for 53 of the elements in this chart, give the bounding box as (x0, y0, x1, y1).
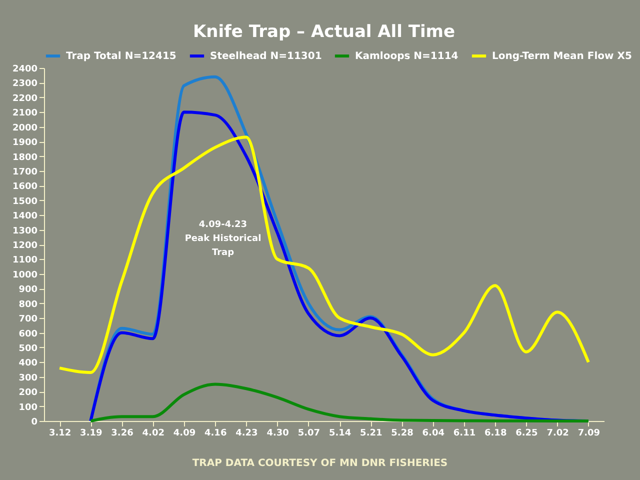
y-tick-label: 0 (31, 418, 38, 428)
x-tick-label: 6.11 (453, 428, 476, 438)
x-tick-label: 6.18 (484, 428, 507, 438)
y-tick-label: 600 (18, 329, 38, 340)
annotation: Peak Historical Trap (184, 233, 262, 260)
line-series (89, 382, 590, 422)
y-tick-label: 1500 (12, 196, 38, 207)
legend-label: Kamloops N=1114 (355, 51, 458, 62)
y-tick-label: 400 (18, 358, 38, 369)
y-tick-label: 800 (18, 300, 38, 310)
annotation: 4.09-4.23 (198, 219, 248, 232)
legend-label: Steelhead N=11301 (210, 51, 322, 62)
y-tick-label: 500 (18, 344, 38, 354)
x-tick-label: 5.14 (328, 428, 352, 438)
y-tick-label: 2200 (12, 94, 38, 104)
x-tick-label: 5.28 (391, 428, 414, 438)
y-tick-label: 300 (18, 373, 38, 384)
y-tick-label: 1900 (12, 138, 38, 148)
x-tick-label: 5.07 (298, 428, 320, 438)
x-tick-label: 3.26 (111, 428, 134, 438)
x-tick-label: 4.23 (236, 428, 258, 438)
chart-title: Knife Trap – Actual All Time (192, 22, 456, 42)
x-tick-label: 5.21 (360, 428, 382, 438)
legend-label: Long-Term Mean Flow X5 (492, 51, 632, 62)
y-tick-label: 2100 (12, 108, 38, 119)
y-tick-label: 1800 (12, 152, 38, 163)
y-tick-label: 2000 (12, 123, 38, 134)
legend-label: Trap Total N=12415 (66, 51, 176, 62)
y-tick-label: 200 (18, 388, 38, 398)
text: TRAP DATA COURTESY OF MN DNR FISHERIES (191, 458, 449, 469)
y-tick-label: 1200 (12, 241, 38, 251)
y-tick-label: 1700 (12, 167, 38, 178)
line-series (58, 136, 590, 374)
x-tick-label: 7.09 (578, 428, 600, 438)
x-tick-label: 3.19 (80, 428, 102, 438)
y-tick-label: 900 (18, 285, 38, 296)
x-tick-label: 4.16 (204, 428, 227, 438)
y-tick-label: 2400 (12, 64, 38, 74)
y-tick-label: 100 (18, 402, 38, 413)
x-tick-label: 4.09 (173, 428, 196, 438)
y-tick-label: 1600 (12, 182, 38, 192)
y-tick-label: 2300 (12, 79, 38, 90)
y-tick-label: 1300 (12, 226, 38, 236)
y-tick-label: 1000 (12, 270, 38, 280)
x-tick-label: 6.04 (422, 428, 444, 438)
y-tick-label: 1400 (12, 212, 38, 222)
x-tick-label: 6.25 (516, 428, 538, 438)
x-tick-label: 4.30 (266, 428, 289, 438)
x-tick-label: 3.12 (48, 428, 72, 438)
x-tick-label: 4.02 (142, 428, 164, 438)
y-tick-label: 1100 (12, 256, 38, 266)
x-tick-label: 7.02 (546, 428, 569, 438)
y-tick-label: 700 (18, 314, 38, 325)
